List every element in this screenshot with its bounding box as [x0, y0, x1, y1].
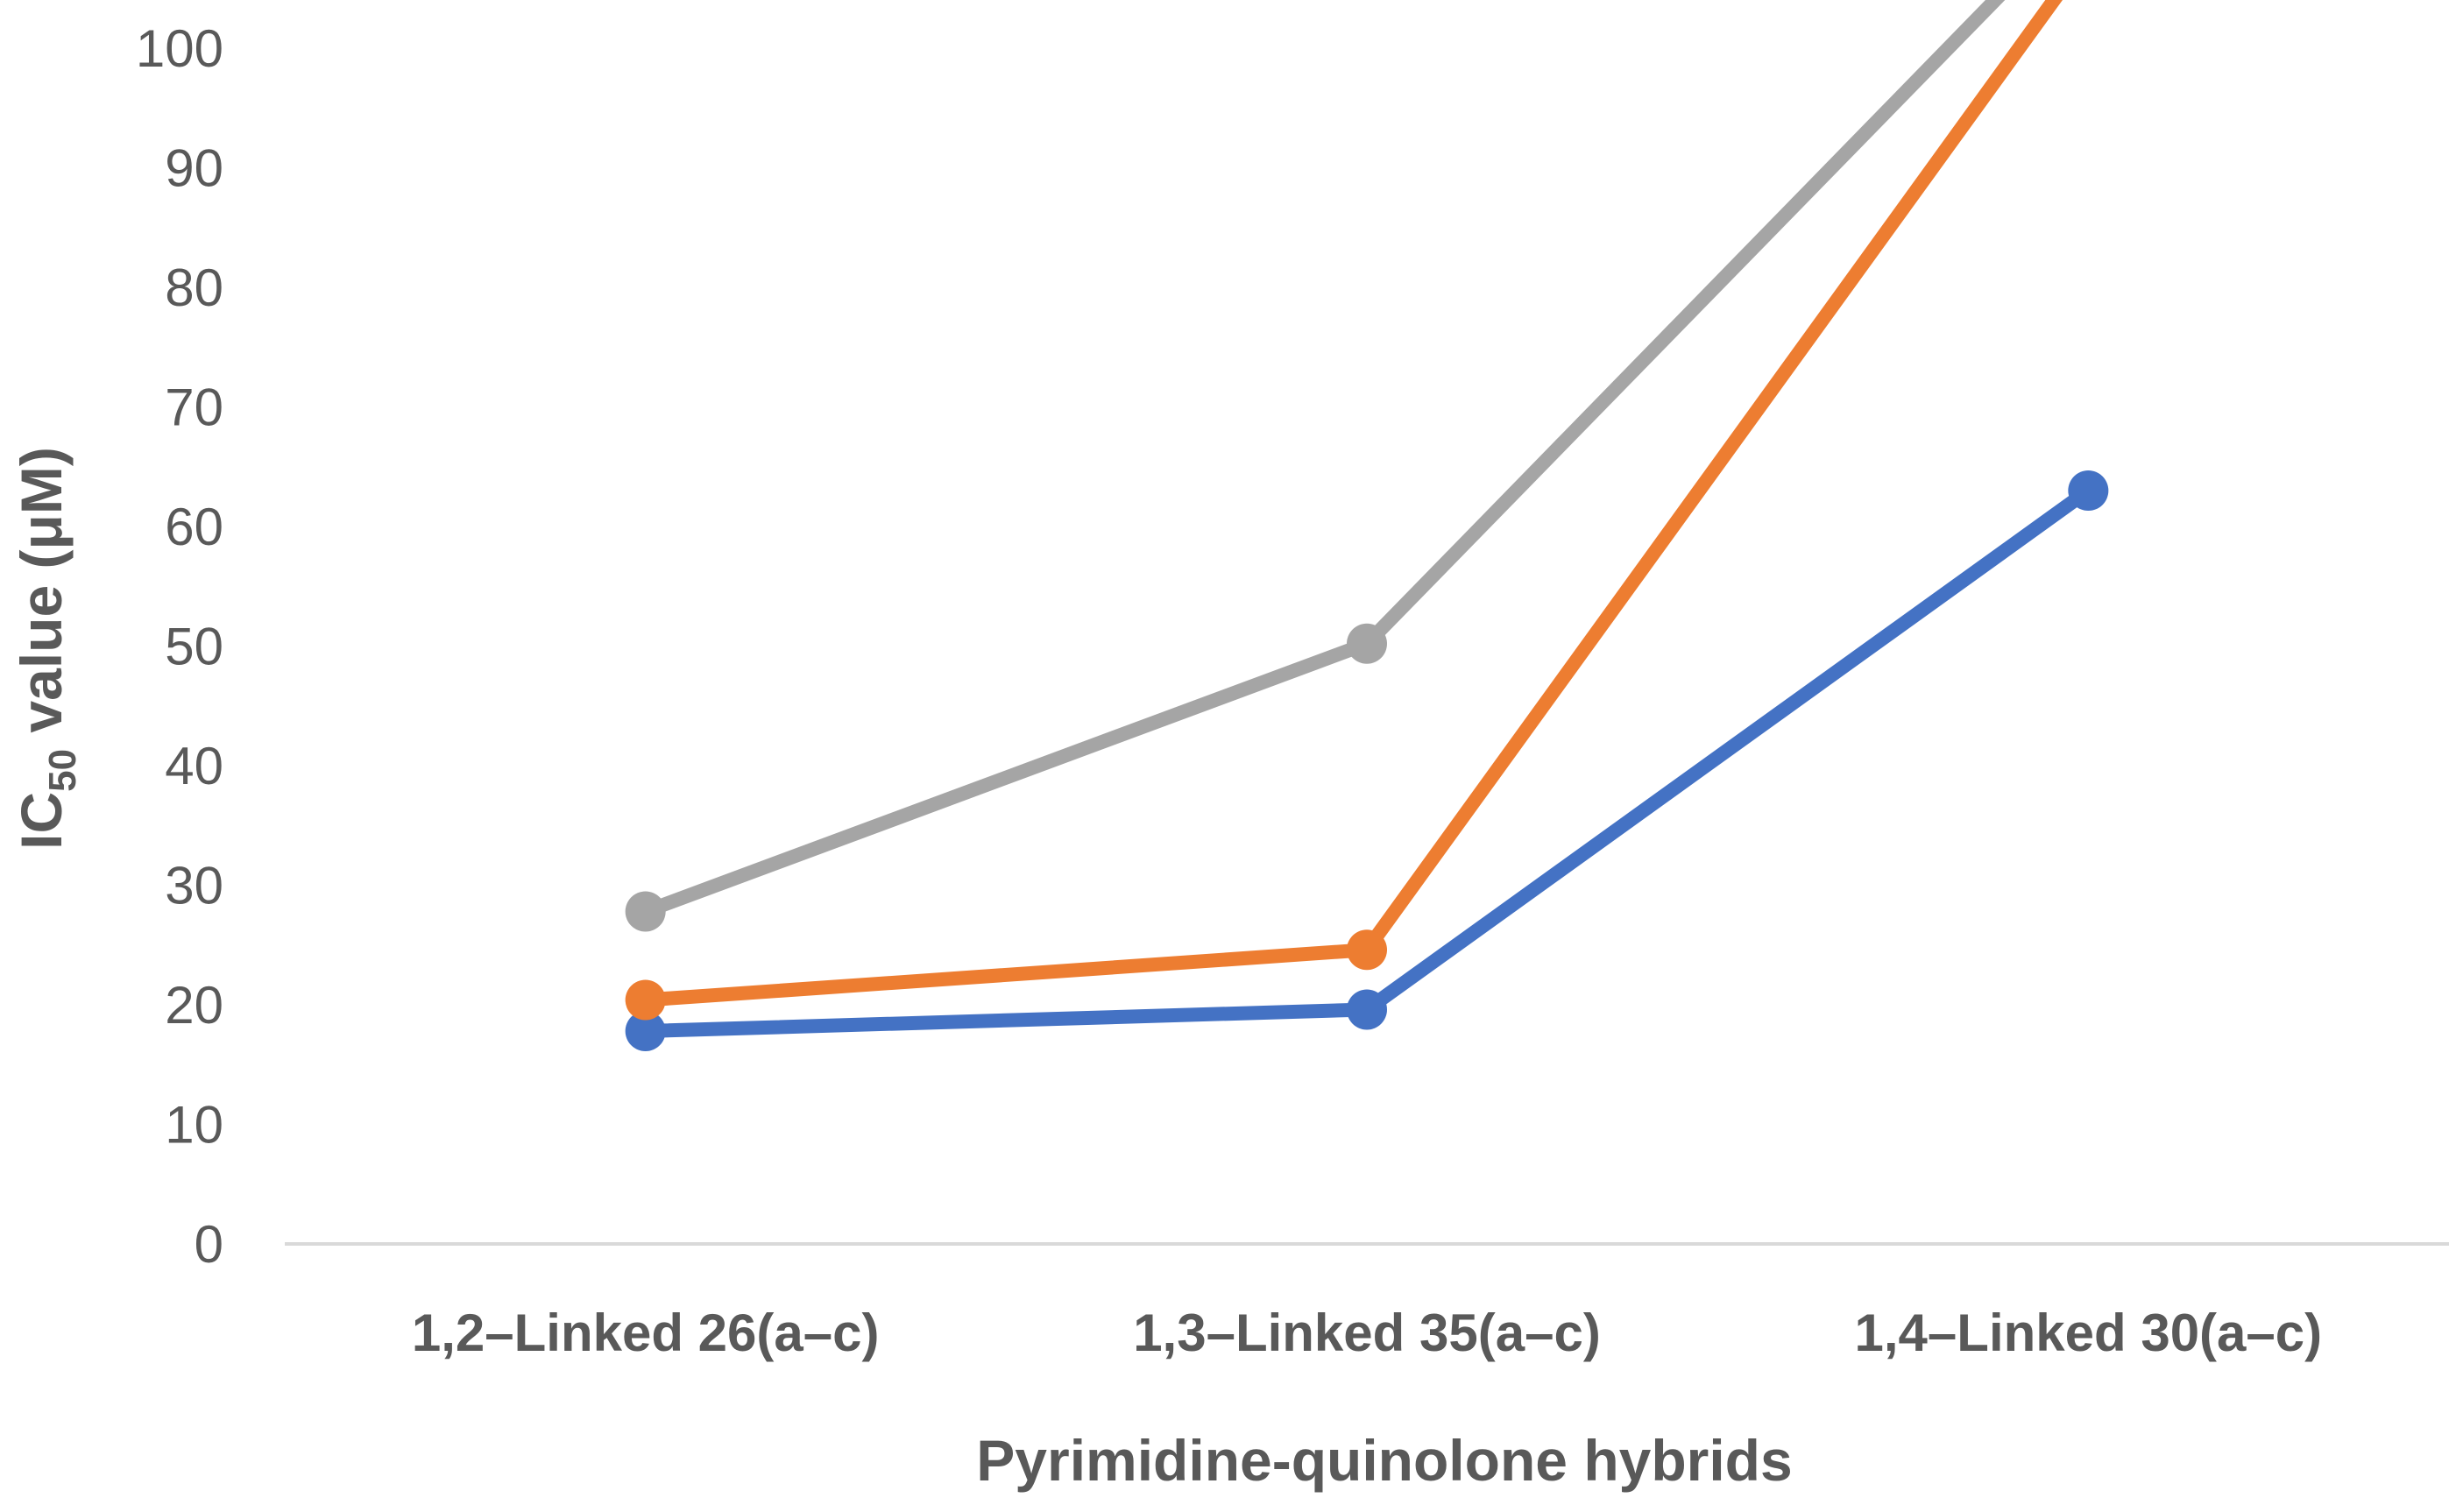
series-lines — [625, 0, 2109, 1052]
x-category-label: 1,2–Linked 26(a–c) — [412, 1304, 880, 1362]
y-tick-label: 90 — [165, 139, 223, 198]
y-axis-title-suffix: value (μM) — [9, 447, 74, 749]
y-tick-label: 10 — [165, 1096, 223, 1155]
series-3-point — [625, 891, 666, 932]
series-3 — [625, 0, 2006, 932]
x-axis-category-labels: 1,2–Linked 26(a–c) 1,3–Linked 35(a–c) 1,4–… — [412, 1304, 2322, 1362]
y-tick-label: 80 — [165, 258, 223, 317]
y-tick-label: 100 — [136, 19, 223, 78]
series-2-line — [638, 0, 2063, 1007]
y-axis-title-prefix: IC — [9, 792, 74, 850]
series-1-point — [2068, 470, 2109, 512]
y-tick-label: 20 — [165, 976, 223, 1035]
y-tick-label: 40 — [165, 737, 223, 795]
series-1-point — [1347, 989, 1387, 1030]
y-axis-tick-labels: 0 10 20 30 40 50 60 70 80 90 100 — [136, 19, 223, 1274]
series-2-point — [1347, 929, 1387, 971]
x-category-label: 1,4–Linked 30(a–c) — [1855, 1304, 2323, 1362]
y-tick-label: 0 — [195, 1215, 223, 1274]
y-tick-label: 70 — [165, 378, 223, 437]
series-1 — [625, 470, 2109, 1052]
series-1-point — [625, 1011, 666, 1052]
x-axis-title: Pyrimidine-quinolone hybrids — [976, 1428, 1792, 1493]
y-tick-label: 30 — [165, 857, 223, 915]
series-2-point — [625, 979, 666, 1021]
series-3-line — [638, 0, 2006, 919]
series-2 — [625, 0, 2063, 1021]
y-tick-label: 60 — [165, 498, 223, 556]
y-axis-title: IC50 value (μM) — [9, 447, 84, 850]
y-tick-label: 50 — [165, 618, 223, 676]
y-axis-title-subscript: 50 — [41, 749, 84, 792]
x-category-label: 1,3–Linked 35(a–c) — [1133, 1304, 1601, 1362]
series-3-point — [1347, 623, 1387, 664]
